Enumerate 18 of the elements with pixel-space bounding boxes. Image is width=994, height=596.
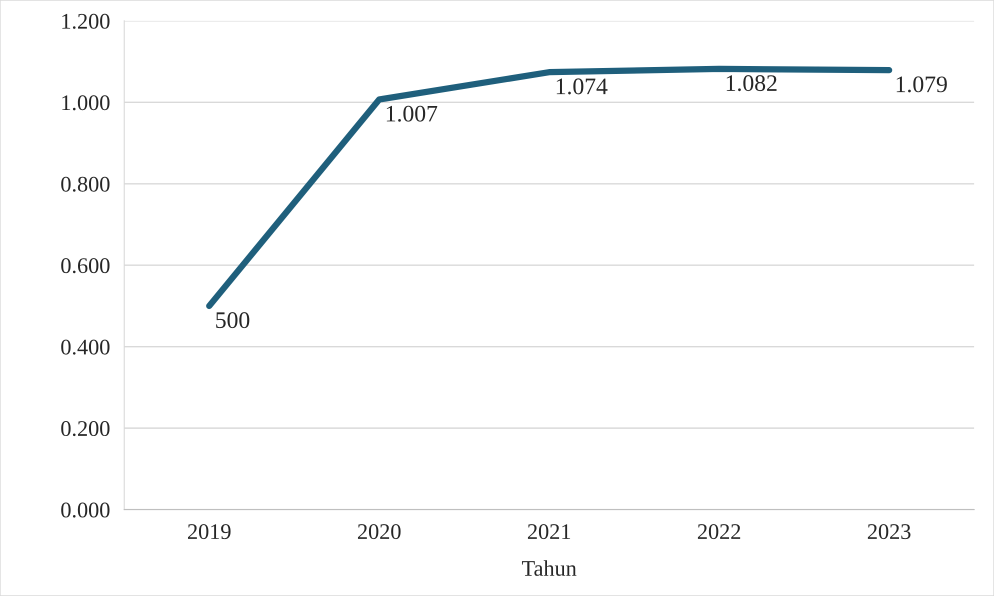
data-label: 1.074 xyxy=(556,78,608,94)
y-tick-label: 0.200 xyxy=(61,421,110,436)
data-label: 1.007 xyxy=(386,106,438,122)
y-tick-label: 0.600 xyxy=(61,258,110,274)
y-tick-label: 0.400 xyxy=(61,340,110,355)
y-tick-label: 1.200 xyxy=(62,14,110,29)
x-tick-label: 2020 xyxy=(358,524,401,540)
y-tick-label: 0.000 xyxy=(61,502,110,518)
x-tick-label: 2019 xyxy=(188,524,231,540)
y-tick-label: 1.000 xyxy=(62,95,110,110)
y-tick-label: 0.800 xyxy=(61,176,110,192)
x-tick-label: 2023 xyxy=(868,524,910,540)
x-tick-label: 2021 xyxy=(528,524,570,540)
data-label: 1.079 xyxy=(896,76,947,92)
data-label: 1.082 xyxy=(726,75,777,92)
annotation: 500 xyxy=(216,312,250,328)
x-tick-label: 2022 xyxy=(698,524,740,540)
x-axis-title: Tahun xyxy=(522,560,576,576)
